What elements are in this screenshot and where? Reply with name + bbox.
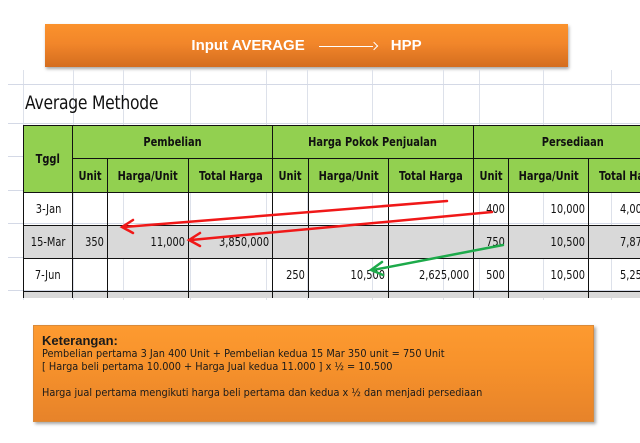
cell-pembelian-harga-unit[interactable] (107, 192, 189, 226)
header-persediaan-harga-unit: Harga/Unit (507, 158, 589, 193)
cell-hpp-harga-unit[interactable] (307, 192, 389, 226)
right-arrow-icon (318, 41, 377, 51)
table-row: 15-Mar 350 11,000 3,850,000 750 10,500 7… (22, 225, 640, 259)
header-persediaan-total: Total Harga (587, 158, 640, 193)
cell-hpp-harga-unit[interactable]: 10,500 (307, 258, 389, 292)
cell-hpp-unit[interactable] (272, 192, 309, 226)
cell-hpp-harga-unit[interactable] (307, 225, 389, 259)
cell-date[interactable]: 15-Mar (22, 225, 74, 259)
header-persediaan-unit: Unit (472, 158, 509, 193)
header-hpp-harga-unit: Harga/Unit (307, 158, 389, 193)
banner-right-text: HPP (390, 37, 422, 54)
cell-hpp-total[interactable] (387, 192, 474, 226)
cell-date[interactable]: 3-Jan (22, 192, 74, 226)
cell-pembelian-total[interactable] (187, 258, 274, 292)
cell-persediaan-harga-unit[interactable]: 10,500 (507, 258, 589, 292)
table-row: 3-Jan 400 10,000 4,000,000 (22, 192, 640, 226)
header-hpp: Harga Pokok Penjualan (272, 125, 474, 159)
cell-pembelian-total[interactable] (187, 192, 274, 226)
title-banner: Input AVERAGE HPP (45, 24, 568, 67)
cell-pembelian-unit[interactable] (72, 192, 109, 226)
cell-pembelian-unit[interactable]: 350 (72, 225, 109, 259)
cell-persediaan-total[interactable]: 5,250,000 (587, 258, 640, 292)
cell-pembelian-harga-unit[interactable]: 11,000 (107, 225, 189, 259)
header-pembelian-harga-unit: Harga/Unit (107, 158, 189, 193)
header-persediaan: Persediaan (472, 125, 640, 159)
banner-left-text: Input AVERAGE (191, 37, 305, 54)
cell-hpp-total[interactable]: 2,625,000 (387, 258, 474, 292)
note-line-2: [ Harga beli pertama 10.000 + Harga Jual… (42, 361, 393, 373)
header-pembelian: Pembelian (72, 125, 274, 159)
cell-persediaan-harga-unit[interactable]: 10,000 (507, 192, 589, 226)
cell-hpp-unit[interactable]: 250 (272, 258, 309, 292)
table-row: 7-Jun 250 10,500 2,625,000 500 10,500 5,… (22, 258, 640, 292)
sheet-title: Average Methode (25, 92, 159, 114)
header-pembelian-unit: Unit (72, 158, 109, 193)
cell-persediaan-total[interactable]: 7,875,000 (587, 225, 640, 259)
cell-persediaan-unit[interactable]: 500 (472, 258, 509, 292)
cell-pembelian-unit[interactable] (72, 258, 109, 292)
table-row-partial (22, 291, 640, 298)
cell-persediaan-unit[interactable]: 400 (472, 192, 509, 226)
header-hpp-total: Total Harga (387, 158, 474, 193)
note-line-3: Harga jual pertama mengikuti harga beli … (42, 387, 483, 399)
note-title: Keterangan: (42, 333, 118, 348)
header-hpp-unit: Unit (272, 158, 309, 193)
cell-pembelian-harga-unit[interactable] (107, 258, 189, 292)
cell-hpp-total[interactable] (387, 225, 474, 259)
keterangan-note-box: Keterangan: Pembelian pertama 3 Jan 400 … (33, 325, 594, 422)
cell-persediaan-unit[interactable]: 750 (472, 225, 509, 259)
cell-hpp-unit[interactable] (272, 225, 309, 259)
header-pembelian-total: Total Harga (187, 158, 274, 193)
cell-persediaan-harga-unit[interactable]: 10,500 (507, 225, 589, 259)
cell-date[interactable]: 7-Jun (22, 258, 74, 292)
cell-pembelian-total[interactable]: 3,850,000 (187, 225, 274, 259)
note-line-1: Pembelian pertama 3 Jan 400 Unit + Pembe… (42, 348, 445, 360)
cell-persediaan-total[interactable]: 4,000,000 (587, 192, 640, 226)
header-tggl: Tggl (22, 125, 74, 193)
average-method-table: Tggl Pembelian Harga Pokok Penjualan Per… (22, 125, 640, 298)
